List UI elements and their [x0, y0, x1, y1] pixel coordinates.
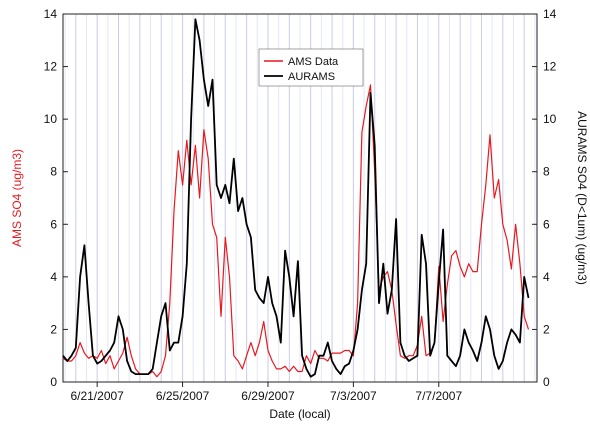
right-y-tick-label: 10: [543, 112, 557, 126]
left-y-tick-label: 2: [50, 322, 57, 336]
x-tick-label: 7/7/2007: [415, 389, 462, 403]
x-tick-label: 7/3/2007: [330, 389, 377, 403]
right-y-tick-label: 14: [543, 7, 557, 21]
right-y-tick-label: 0: [543, 375, 550, 389]
right-y-tick-label: 4: [543, 270, 550, 284]
right-y-tick-label: 12: [543, 60, 557, 74]
legend-box: [258, 48, 364, 87]
legend-label-ams: AMS Data: [288, 56, 339, 68]
series-line-ams-data: [62, 84, 530, 378]
left-y-tick-label: 10: [44, 112, 58, 126]
left-y-tick-label: 4: [50, 270, 57, 284]
left-y-tick-label: 0: [50, 375, 57, 389]
left-y-axis-title: AMS SO4 (ug/m3): [10, 149, 24, 247]
left-y-tick-label: 6: [50, 217, 57, 231]
x-axis-title: Date (local): [269, 407, 330, 421]
left-y-tick-label: 12: [44, 60, 58, 74]
plot-frame: [62, 13, 538, 383]
right-y-tick-label: 8: [543, 165, 550, 179]
x-tick-label: 6/29/2007: [241, 389, 295, 403]
legend: AMS Data AURAMS: [258, 48, 364, 87]
x-tick-label: 6/21/2007: [70, 389, 124, 403]
left-y-tick-label: 14: [44, 7, 58, 21]
left-y-tick-label: 8: [50, 165, 57, 179]
series-layer: [62, 18, 530, 378]
right-y-tick-label: 2: [543, 322, 550, 336]
axes: 0 0 2 2 4 4 6 6 8 8 10 10 12 12 14 14 6/21/2007 6/25/2007…: [44, 7, 557, 403]
right-y-tick-label: 6: [543, 217, 550, 231]
x-tick-label: 6/25/2007: [156, 389, 210, 403]
right-y-axis-title: AURAMS SO4 (D<1um) (ug/m3): [575, 111, 589, 285]
legend-label-aurams: AURAMS: [288, 71, 335, 83]
series-line-aurams: [62, 18, 530, 378]
